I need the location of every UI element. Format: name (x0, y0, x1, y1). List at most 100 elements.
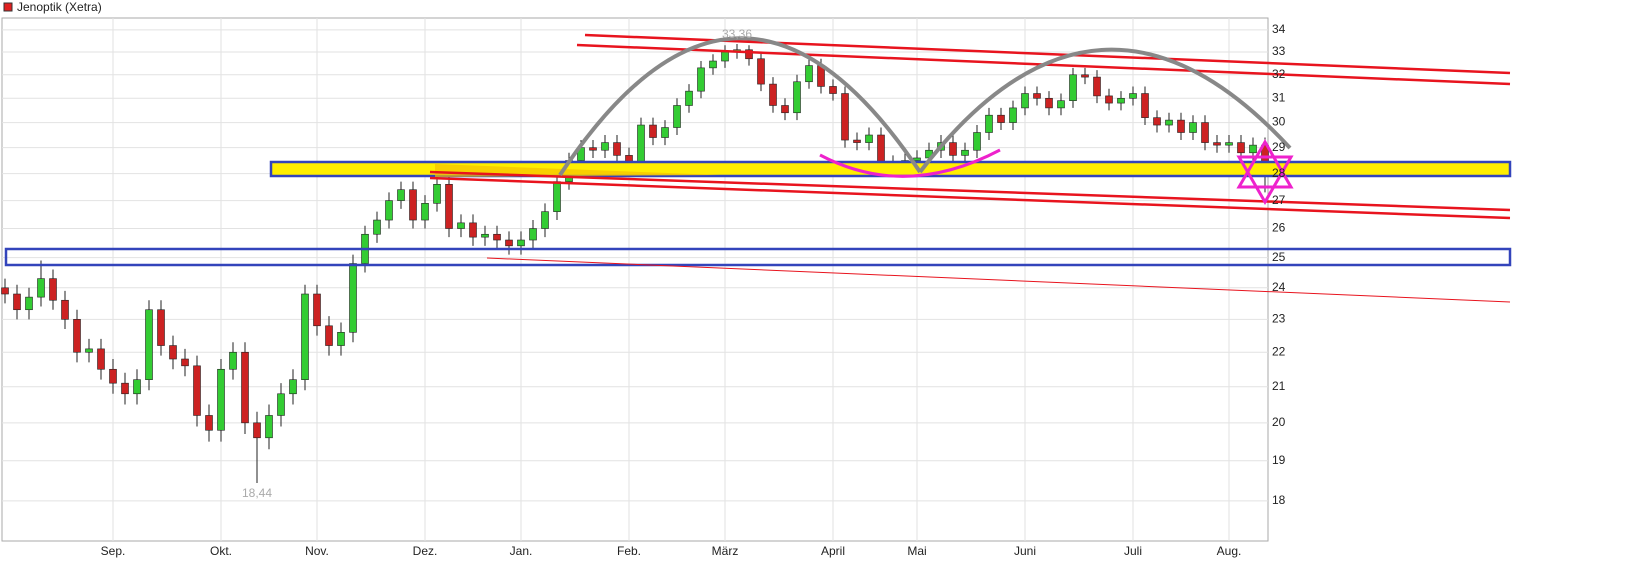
candle-body (193, 365, 201, 416)
candle-body (1237, 142, 1245, 154)
candle-body (745, 49, 753, 60)
candle-body (781, 105, 789, 114)
candle-body (181, 358, 189, 367)
candle-body (949, 142, 957, 156)
candle-body (553, 181, 561, 212)
candle-body (433, 184, 441, 204)
candle-body (673, 105, 681, 128)
candle-body (757, 58, 765, 85)
candle-body (61, 299, 69, 320)
candle-body (121, 382, 129, 395)
candle-body (205, 415, 213, 431)
candle-body (1213, 142, 1221, 146)
candle-body (1021, 93, 1029, 109)
candle-body (13, 293, 21, 311)
y-tick-label: 33 (1272, 44, 1286, 58)
y-tick-label: 25 (1272, 250, 1286, 264)
trend-line (429, 176, 1511, 220)
candle-body (997, 114, 1005, 123)
x-tick-label: Okt. (210, 544, 232, 558)
candle-body (493, 233, 501, 241)
candle-body (697, 67, 705, 92)
x-tick-label: Dez. (413, 544, 438, 558)
candle-body (829, 86, 837, 94)
candle-body (421, 203, 429, 221)
y-tick-label: 30 (1272, 115, 1286, 129)
y-tick-label: 24 (1272, 280, 1286, 294)
candle-body (337, 332, 345, 346)
trend-line (584, 33, 1511, 75)
candle-body (253, 422, 261, 439)
bowl (819, 148, 1001, 178)
y-tick-label: 20 (1272, 415, 1286, 429)
candle-body (133, 379, 141, 395)
candles (1, 43, 1269, 483)
candle-body (469, 222, 477, 238)
candle-body (409, 189, 417, 221)
candle-body (637, 124, 645, 164)
candle-body (805, 65, 813, 83)
y-tick-label: 18 (1272, 493, 1286, 507)
candle-body (1, 287, 9, 295)
candle-body (841, 93, 849, 141)
candle-body (1033, 93, 1041, 99)
candle-body (277, 393, 285, 416)
candle-body (37, 278, 45, 298)
plot-frame (1, 17, 1269, 542)
extreme-label: 18,44 (242, 486, 272, 500)
candle-body (769, 83, 777, 106)
candle-body (373, 219, 381, 235)
y-tick-label: 28 (1272, 166, 1286, 180)
y-tick-label: 27 (1272, 193, 1286, 207)
candle-body (85, 348, 93, 353)
candle-body (169, 345, 177, 360)
grid (2, 18, 1268, 541)
candle-body (913, 157, 921, 161)
candle-body (1129, 93, 1137, 99)
drawings (4, 33, 1512, 303)
candle-body (1225, 142, 1233, 146)
candle-body (709, 60, 717, 69)
x-tick-label: Nov. (305, 544, 329, 558)
candle-body (1201, 122, 1209, 143)
candle-body (265, 415, 273, 439)
candle-body (1141, 93, 1149, 118)
y-tick-label: 31 (1272, 90, 1286, 104)
y-tick-label: 29 (1272, 140, 1286, 154)
legend-label: Jenoptik (Xetra) (17, 0, 102, 14)
candle-body (505, 239, 513, 247)
candle-body (445, 184, 453, 229)
star (1236, 155, 1294, 205)
candle-body (661, 127, 669, 138)
candle-body (457, 222, 465, 229)
candle-body (721, 51, 729, 62)
candle-body (685, 90, 693, 106)
candle-body (385, 200, 393, 221)
candle-body (349, 263, 357, 333)
candle-body (1189, 122, 1197, 133)
candle-body (289, 379, 297, 395)
candle-body (301, 293, 309, 380)
trend-line (486, 257, 1511, 303)
x-tick-label: Feb. (617, 544, 641, 558)
candle-body (973, 132, 981, 151)
candle-body (589, 147, 597, 151)
candle-body (241, 351, 249, 424)
candle-body (517, 239, 525, 247)
star (1236, 139, 1294, 189)
arc (918, 47, 1292, 174)
candle-body (613, 142, 621, 156)
x-tick-label: Jan. (510, 544, 533, 558)
x-tick-label: Mai (907, 544, 926, 558)
candle-body (1105, 95, 1113, 104)
y-tick-label: 22 (1272, 344, 1286, 358)
trend-line (429, 170, 1511, 212)
x-tick-label: März (712, 544, 739, 558)
extreme-label: 33,36 (722, 27, 752, 41)
candle-body (1057, 100, 1065, 109)
y-tick-label: 19 (1272, 453, 1286, 467)
candle-body (649, 124, 657, 138)
x-tick-label: Sep. (101, 544, 126, 558)
y-tick-label: 26 (1272, 221, 1286, 235)
